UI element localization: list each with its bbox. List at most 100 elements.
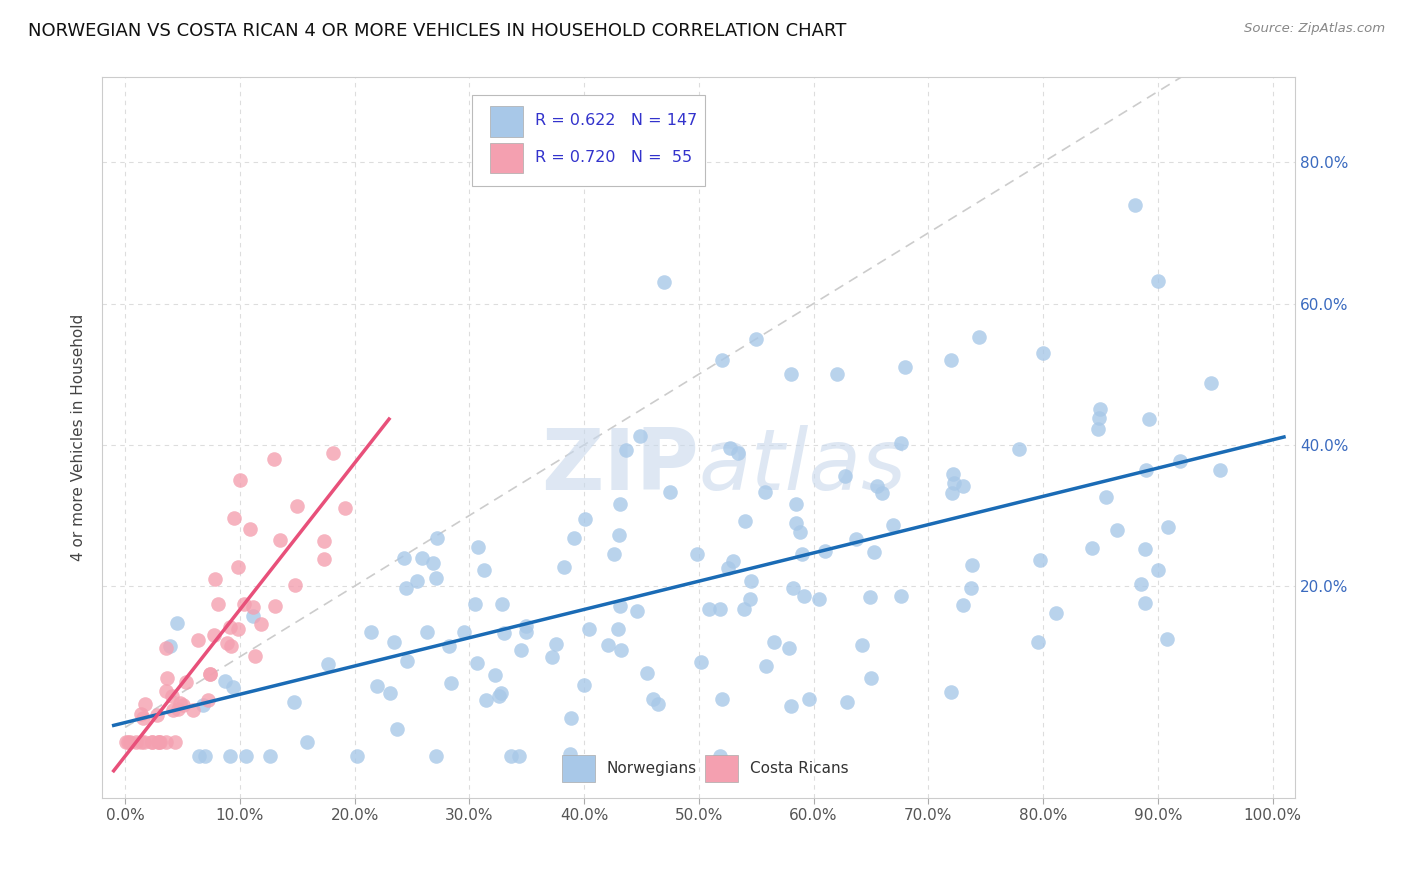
Point [1156, 632, 1178, 647]
Point [316, 657, 339, 671]
Point [165, 734, 187, 748]
Point [242, 609, 264, 624]
Point [686, 547, 709, 561]
Point [1209, 463, 1232, 477]
Point [322, 446, 344, 460]
Point [636, 666, 658, 681]
Point [647, 697, 669, 711]
Point [755, 658, 778, 673]
Point [941, 353, 963, 368]
Point [243, 649, 266, 664]
Text: NORWEGIAN VS COSTA RICAN 4 OR MORE VEHICLES IN HOUSEHOLD CORRELATION CHART: NORWEGIAN VS COSTA RICAN 4 OR MORE VEHIC… [28, 22, 846, 40]
Point [718, 441, 741, 455]
Text: Source: ZipAtlas.com: Source: ZipAtlas.com [1244, 22, 1385, 36]
Point [146, 708, 169, 723]
Bar [561, 755, 595, 782]
Bar [704, 755, 738, 782]
Point [141, 734, 163, 748]
Point [609, 599, 631, 613]
Point [198, 667, 221, 681]
Point [740, 574, 762, 589]
Point [659, 484, 682, 499]
Point [941, 685, 963, 699]
Point [149, 734, 172, 748]
Point [870, 485, 893, 500]
Point [394, 582, 416, 596]
Point [269, 533, 291, 547]
Point [785, 516, 807, 530]
Point [515, 618, 537, 632]
Point [785, 497, 807, 511]
Point [314, 533, 336, 548]
Point [416, 625, 439, 640]
Point [215, 636, 238, 650]
Point [360, 625, 382, 640]
Point [941, 485, 963, 500]
Point [366, 679, 388, 693]
Point [574, 512, 596, 526]
Point [1133, 541, 1156, 556]
Point [952, 599, 974, 613]
Point [488, 689, 510, 703]
Point [250, 616, 273, 631]
Point [411, 551, 433, 566]
Point [181, 703, 204, 717]
Point [942, 467, 965, 482]
Bar [491, 143, 523, 173]
Point [259, 748, 281, 763]
Bar [491, 106, 523, 136]
Point [115, 734, 138, 748]
Point [882, 518, 904, 533]
Point [602, 548, 624, 562]
Point [1026, 635, 1049, 649]
Point [851, 638, 873, 652]
Point [425, 748, 447, 763]
Point [162, 690, 184, 704]
Point [1123, 197, 1146, 211]
Point [159, 639, 181, 653]
Point [501, 748, 523, 763]
Point [541, 650, 564, 665]
Point [263, 452, 285, 467]
Point [1088, 411, 1111, 425]
Point [814, 544, 837, 558]
Point [395, 653, 418, 667]
Point [745, 332, 768, 346]
Point [202, 628, 225, 642]
Point [335, 500, 357, 515]
Point [118, 734, 141, 748]
Point [825, 367, 848, 381]
Point [146, 734, 169, 748]
Point [214, 674, 236, 689]
Point [194, 748, 217, 763]
Text: R = 0.720   N =  55: R = 0.720 N = 55 [536, 150, 693, 165]
Point [235, 748, 257, 763]
Point [845, 533, 868, 547]
Point [717, 560, 740, 574]
Point [1032, 346, 1054, 360]
Point [172, 698, 194, 712]
Point [1133, 596, 1156, 610]
Point [628, 428, 651, 442]
Point [607, 622, 630, 636]
Point [890, 589, 912, 603]
Point [191, 698, 214, 713]
Point [959, 581, 981, 595]
Point [574, 678, 596, 692]
Point [1007, 442, 1029, 456]
Point [453, 624, 475, 639]
Point [1137, 411, 1160, 425]
Point [406, 574, 429, 589]
Point [859, 671, 882, 685]
Point [222, 681, 245, 695]
Point [797, 692, 820, 706]
Point [508, 748, 530, 763]
Point [162, 703, 184, 717]
Point [779, 699, 801, 714]
Point [1080, 541, 1102, 555]
Point [863, 545, 886, 559]
Point [219, 639, 242, 653]
Point [129, 707, 152, 722]
Point [710, 692, 733, 706]
Point [187, 633, 209, 648]
